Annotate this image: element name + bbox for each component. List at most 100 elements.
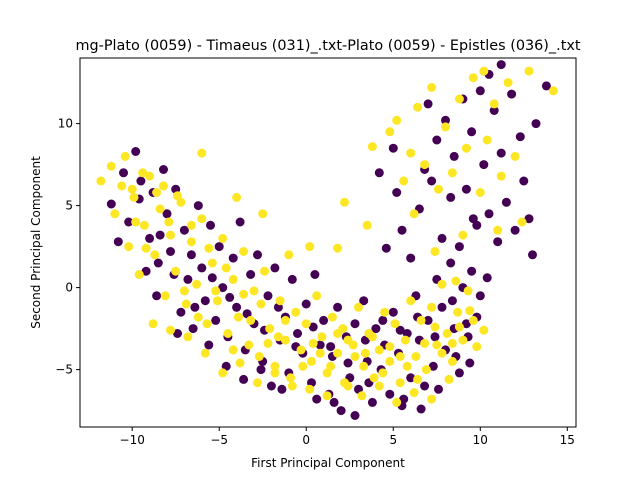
scatter-point-s1-117 (444, 374, 454, 384)
scatter-point-s1-14 (181, 299, 191, 309)
scatter-point-s1-97 (367, 142, 377, 152)
scatter-point-s1-106 (253, 378, 262, 388)
scatter-point-s1-25 (239, 247, 249, 256)
scatter-point-s1-104 (218, 368, 228, 378)
scatter-point-s1-107 (270, 368, 280, 378)
scatter-point-s0-122 (152, 291, 162, 301)
scatter-point-s0-92 (446, 192, 456, 202)
scatter-point-s0-117 (392, 188, 402, 197)
scatter-point-s1-148 (127, 184, 137, 194)
scatter-point-s1-114 (392, 397, 402, 407)
scatter-point-s0-96 (461, 184, 471, 194)
scatter-point-s0-111 (528, 250, 537, 260)
scatter-point-s1-144 (420, 338, 430, 348)
scatter-point-s1-85 (489, 99, 499, 109)
scatter-point-s1-95 (430, 247, 440, 256)
x-axis-label: First Principal Component (251, 456, 405, 470)
scatter-point-s1-76 (427, 83, 437, 92)
scatter-point-s0-26 (235, 217, 245, 227)
scatter-point-s0-154 (395, 325, 405, 335)
scatter-point-s0-10 (166, 247, 175, 256)
scatter-point-s1-121 (284, 250, 294, 260)
scatter-point-s1-19 (207, 258, 217, 268)
scatter-point-s1-86 (496, 171, 506, 181)
scatter-point-s0-140 (155, 230, 165, 240)
scatter-point-s1-92 (479, 66, 489, 76)
scatter-point-s0-49 (336, 406, 346, 416)
scatter-point-s0-110 (524, 214, 534, 224)
scatter-point-s1-84 (482, 135, 492, 145)
scatter-point-s0-134 (399, 394, 409, 404)
scatter-point-s1-0 (96, 176, 106, 186)
scatter-point-s1-78 (441, 122, 450, 132)
scatter-point-s0-87 (423, 99, 433, 109)
scatter-point-s0-9 (162, 209, 172, 219)
scatter-point-s0-16 (193, 201, 203, 211)
scatter-point-s0-114 (496, 60, 506, 70)
chart-title: mg-Plato (0059) - Timaeus (031)_.txt-Pla… (75, 38, 580, 54)
scatter-point-s1-139 (333, 329, 343, 338)
scatter-point-s0-142 (186, 250, 196, 260)
scatter-point-s0-14 (183, 274, 193, 284)
scatter-point-s1-8 (150, 250, 160, 260)
scatter-point-s0-18 (200, 296, 210, 306)
scatter-point-s1-79 (447, 168, 457, 178)
scatter-point-s1-88 (510, 151, 520, 161)
scatter-point-s0-65 (406, 373, 416, 383)
scatter-point-s1-41 (322, 368, 332, 378)
scatter-point-s0-1 (119, 168, 128, 178)
scatter-point-s1-96 (409, 209, 419, 219)
x-tick-label-4: 10 (473, 433, 488, 447)
scatter-point-s1-39 (312, 291, 322, 301)
scatter-point-s1-130 (179, 286, 189, 296)
scatter-point-s0-57 (371, 324, 381, 334)
scatter-point-s0-106 (507, 89, 517, 99)
y-tick-label-3: 10 (58, 117, 73, 131)
scatter-point-s1-150 (159, 181, 168, 191)
x-tick-label-2: 0 (302, 433, 310, 447)
scatter-point-s1-65 (447, 356, 457, 366)
scatter-point-s0-54 (359, 296, 369, 306)
scatter-point-s1-53 (385, 356, 395, 366)
scatter-point-s1-124 (106, 161, 116, 171)
scatter-point-s1-73 (406, 148, 416, 158)
scatter-point-s0-143 (207, 273, 217, 283)
scatter-point-s0-93 (449, 151, 459, 161)
scatter-point-s1-29 (260, 266, 269, 276)
scatter-point-s0-144 (225, 292, 235, 302)
scatter-point-s1-158 (308, 338, 318, 348)
scatter-point-s0-30 (253, 250, 262, 260)
scatter-point-s1-156 (256, 299, 266, 309)
scatter-point-s1-131 (193, 312, 203, 322)
scatter-point-s0-113 (541, 81, 551, 91)
scatter-point-s1-72 (399, 176, 409, 186)
scatter-point-s0-135 (416, 404, 426, 414)
scatter-point-s1-112 (357, 391, 367, 401)
scatter-point-s0-101 (484, 209, 494, 219)
scatter-point-s1-12 (171, 266, 181, 276)
scatter-point-s0-56 (367, 397, 377, 407)
scatter-point-s0-70 (428, 361, 438, 371)
scatter-point-s1-136 (280, 315, 290, 325)
scatter-point-s0-21 (214, 242, 224, 252)
scatter-point-s1-125 (120, 151, 130, 161)
scatter-point-s0-82 (374, 168, 384, 178)
scatter-point-s0-136 (434, 384, 443, 394)
scatter-point-s1-7 (145, 171, 155, 181)
scatter-point-s1-162 (378, 368, 388, 378)
scatter-point-s1-15 (186, 237, 196, 247)
scatter-point-s0-102 (489, 106, 499, 115)
scatter-point-s0-19 (206, 220, 215, 230)
scatter-point-s1-165 (430, 322, 440, 332)
scatter-point-s0-84 (397, 225, 407, 235)
scatter-point-s1-4 (129, 192, 139, 202)
scatter-point-s1-151 (173, 191, 182, 201)
scatter-point-s1-16 (192, 279, 202, 289)
scatter-point-s0-152 (360, 335, 370, 345)
scatter-point-s1-161 (360, 348, 370, 358)
scatter-point-s1-113 (374, 381, 384, 391)
scatter-point-s1-138 (315, 348, 325, 358)
scatter-point-s1-147 (472, 342, 482, 352)
scatter-point-s1-11 (166, 230, 175, 240)
scatter-point-s0-22 (218, 283, 228, 293)
